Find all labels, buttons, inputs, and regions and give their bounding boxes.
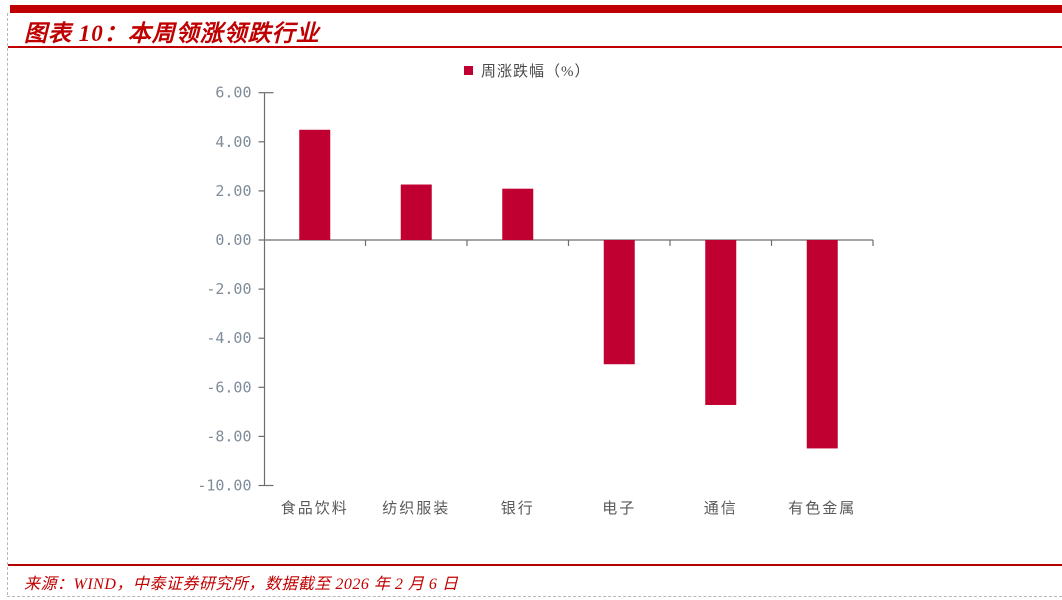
y-tick-label: 0.00 [215,231,251,249]
y-tick-label: -2.00 [206,280,251,298]
source-note: 来源：WIND，中泰证券研究所，数据截至 2026 年 2 月 6 日 [24,576,459,593]
bar-电子 [603,240,635,365]
bar-食品饮料 [299,129,331,240]
figure-title: 图表 10：本周领涨领跌行业 [24,21,320,46]
y-tick-label: 4.00 [215,133,251,151]
legend: 周涨跌幅（%） [464,60,591,81]
x-category-label: 纺织服装 [382,500,450,517]
y-tick-label: -8.00 [206,427,251,445]
legend-label: 周涨跌幅（%） [481,64,591,80]
x-category-label: 通信 [704,500,738,517]
legend-swatch-icon [464,66,473,75]
bar-纺织服装 [400,184,432,240]
source-divider [8,564,1062,566]
x-category-label: 食品饮料 [281,500,349,517]
title-divider [8,46,1062,48]
y-tick-label: -6.00 [206,378,251,396]
y-tick-label: -4.00 [206,329,251,347]
x-category-label: 银行 [501,500,535,517]
y-tick-label: 2.00 [215,182,251,200]
bar-通信 [705,240,737,405]
bar-银行 [502,188,534,240]
left-dashed-border [7,13,8,595]
x-category-label: 有色金属 [788,500,856,517]
bar-有色金属 [806,240,838,449]
y-tick-label: -10.00 [197,477,251,495]
bottom-dashed-border [7,596,1062,597]
top-accent-bar [10,5,1062,13]
x-category-label: 电子 [602,500,636,517]
y-tick-label: 6.00 [215,84,251,102]
